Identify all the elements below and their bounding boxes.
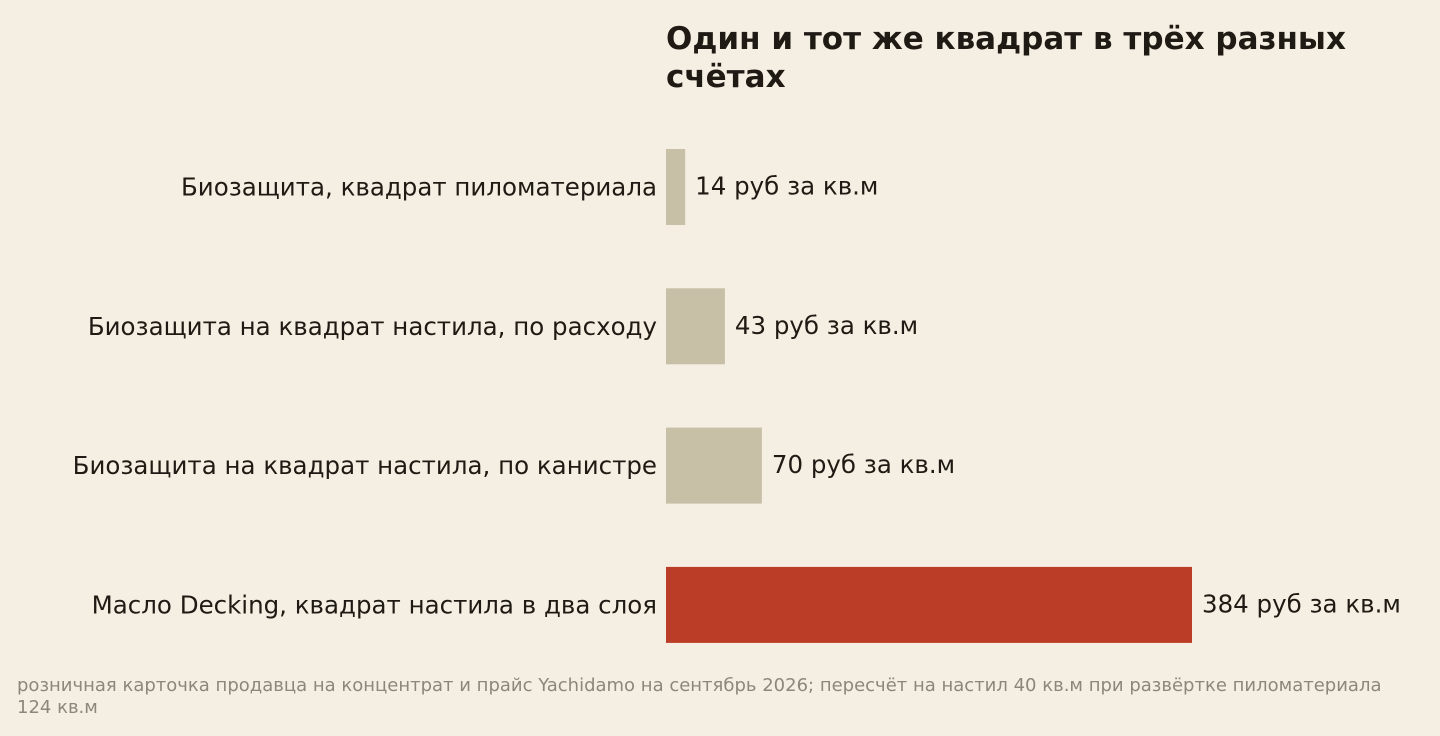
value-label: 70 руб за кв.м [772, 450, 955, 479]
category-label: Биозащита на квадрат настила, по канистр… [73, 451, 657, 480]
bar-3 [666, 427, 762, 504]
bar-chart: Биозащита, квадрат пиломатериала 14 руб з… [73, 149, 1401, 643]
chart-title: Один и тот же квадрат в трёх разных счёт… [666, 21, 1346, 95]
value-label: 384 руб за кв.м [1202, 589, 1401, 618]
bar-1 [666, 149, 686, 225]
category-label: Биозащита на квадрат настила, по расходу [88, 312, 657, 341]
value-label: 14 руб за кв.м [695, 172, 878, 201]
value-label: 43 руб за кв.м [735, 311, 918, 340]
category-label: Масло Decking, квадрат настила в два сло… [92, 590, 657, 619]
bar-4 [666, 566, 1192, 643]
source-note: розничная карточка продавца на концентра… [17, 675, 1382, 718]
bar-2 [666, 288, 725, 365]
category-label: Биозащита, квадрат пиломатериала [181, 173, 657, 202]
